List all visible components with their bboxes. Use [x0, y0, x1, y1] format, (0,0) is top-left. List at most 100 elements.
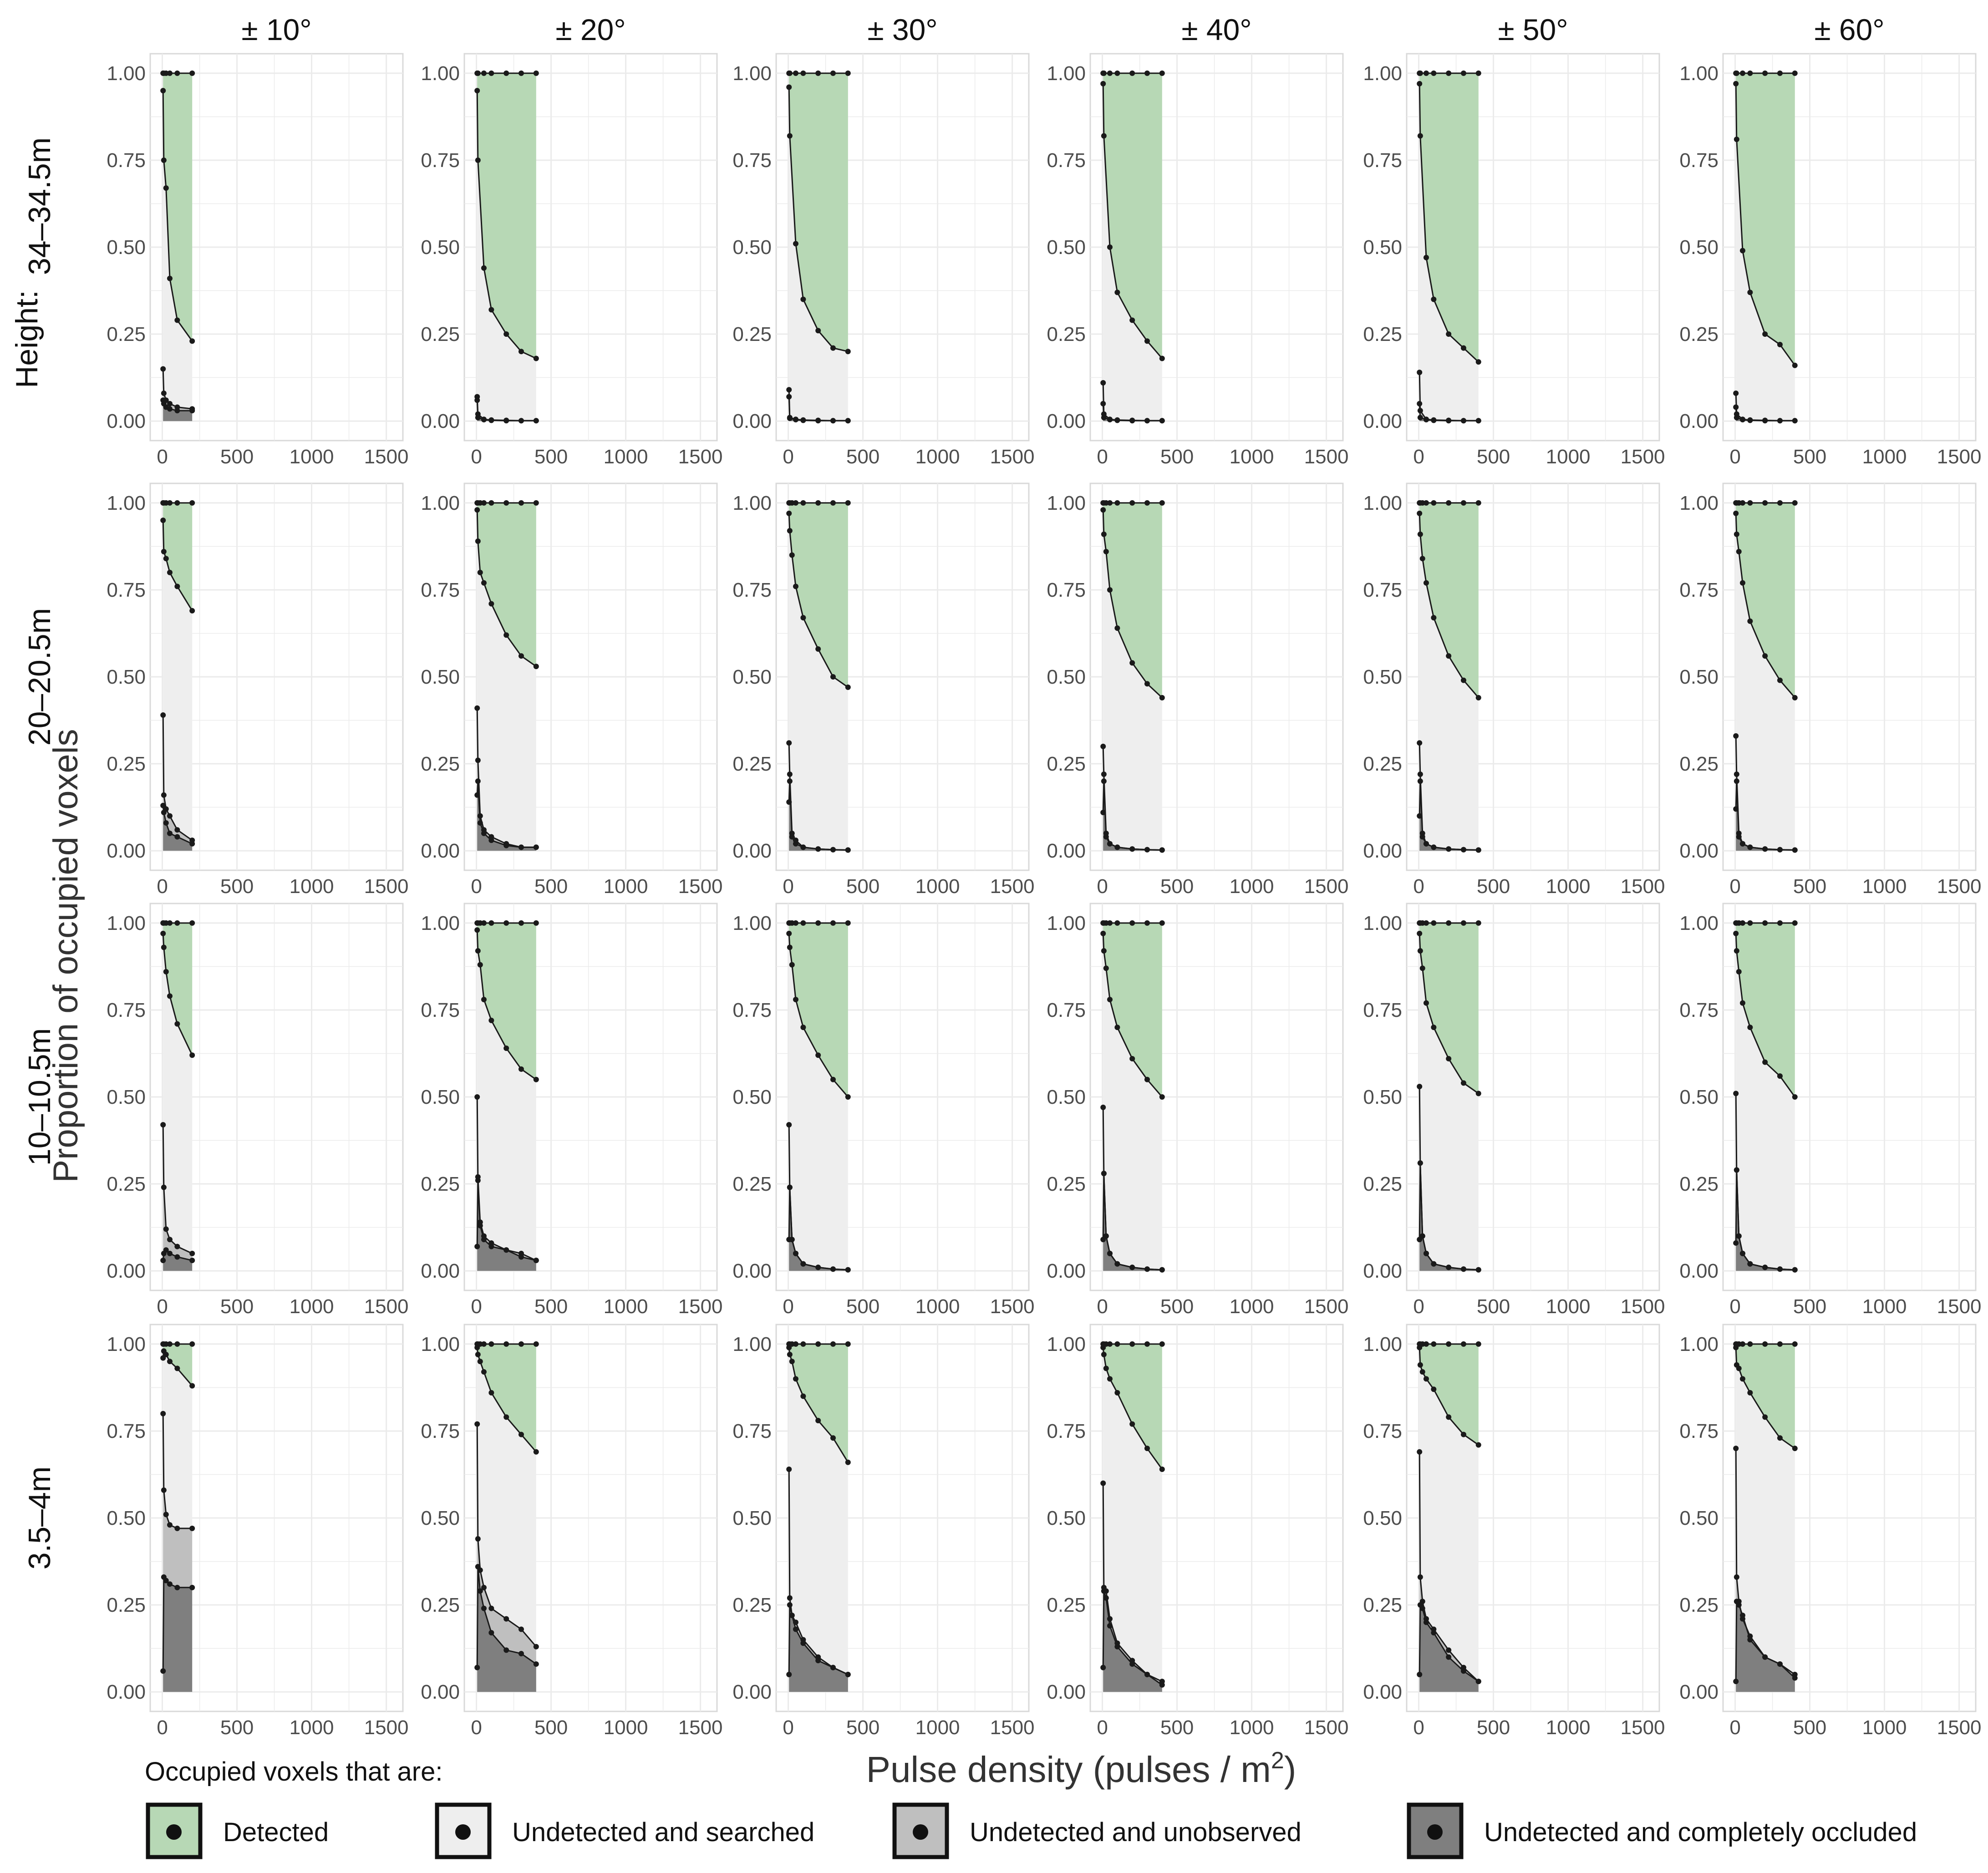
data-point	[1792, 1446, 1798, 1452]
data-point	[167, 1581, 173, 1587]
data-point	[160, 518, 166, 523]
data-point	[481, 1584, 487, 1590]
data-point	[1107, 1376, 1113, 1382]
data-point	[1475, 1442, 1481, 1448]
y-tick-label: 0.25	[107, 323, 146, 345]
data-point	[845, 70, 851, 76]
data-point	[786, 387, 792, 393]
data-point	[1460, 345, 1466, 351]
data-point	[163, 185, 169, 191]
y-tick-label: 0.00	[107, 840, 146, 862]
area-detected	[477, 73, 536, 359]
data-point	[789, 1237, 795, 1243]
area-detected	[789, 503, 848, 687]
area-occluded	[477, 1567, 536, 1692]
data-point	[1419, 1233, 1425, 1239]
data-point	[174, 827, 180, 833]
data-point	[1733, 390, 1739, 396]
area-searched	[1736, 933, 1795, 1270]
data-point	[488, 1390, 494, 1396]
data-point	[1114, 1644, 1120, 1650]
x-tick-label: 0	[471, 1716, 482, 1739]
area-detected	[1419, 503, 1479, 698]
data-point	[1733, 1345, 1739, 1350]
data-point	[503, 920, 509, 926]
legend-swatch	[892, 1802, 949, 1859]
data-point	[1733, 1240, 1739, 1246]
data-point	[793, 584, 798, 589]
data-point	[1101, 1171, 1107, 1177]
data-point	[167, 1250, 173, 1256]
data-point	[815, 500, 821, 506]
x-tick-label: 1500	[1937, 1716, 1982, 1739]
data-point	[481, 920, 487, 926]
data-point	[1114, 289, 1120, 295]
data-point	[800, 1025, 806, 1030]
panel: 0.00 0.25 0.50 0.75 1.00 0 500 1000 1500	[732, 903, 1035, 1318]
area-detected	[789, 923, 848, 1097]
data-point	[1792, 1267, 1798, 1273]
data-point	[1747, 920, 1753, 926]
data-point	[786, 1671, 792, 1677]
y-tick-label: 0.25	[1047, 323, 1086, 345]
x-tick-label: 0	[1729, 875, 1740, 898]
x-tick-label: 1000	[915, 875, 960, 898]
y-tick-label: 0.50	[421, 666, 460, 688]
data-point	[1103, 834, 1109, 840]
data-point	[167, 569, 173, 575]
data-point	[474, 792, 480, 798]
data-point	[475, 1178, 481, 1183]
data-point	[830, 500, 836, 506]
data-point	[845, 349, 851, 355]
y-tick-label: 0.50	[1363, 1507, 1402, 1529]
data-point	[1419, 500, 1425, 506]
data-point	[1417, 1362, 1423, 1368]
data-point	[830, 674, 836, 680]
x-tick-label: 1500	[1937, 1295, 1982, 1318]
data-point	[1159, 355, 1165, 361]
data-point	[1107, 1623, 1113, 1629]
y-tick-label: 0.50	[421, 236, 460, 259]
data-point	[1736, 834, 1742, 840]
data-point	[1107, 587, 1113, 593]
data-point	[1460, 1341, 1466, 1347]
data-point	[1103, 1365, 1109, 1371]
data-point	[1101, 771, 1107, 777]
data-point	[1460, 1266, 1466, 1272]
area-detected	[1419, 73, 1479, 362]
legend-item: Undetected and searched	[435, 1802, 814, 1859]
data-point	[1107, 417, 1113, 423]
x-tick-label: 1500	[1937, 446, 1982, 468]
data-point	[189, 841, 195, 847]
y-tick-label: 1.00	[107, 1333, 146, 1355]
data-point	[1734, 778, 1739, 784]
data-point	[533, 664, 539, 670]
panel: 0.00 0.25 0.50 0.75 1.00 0 500 1000 1500	[107, 1324, 409, 1739]
data-point	[503, 70, 509, 76]
data-point	[1423, 580, 1429, 586]
data-point	[1103, 1595, 1109, 1601]
y-tick-label: 0.75	[1047, 1420, 1086, 1442]
data-point	[800, 920, 806, 926]
data-point	[1739, 1376, 1745, 1382]
x-tick-label: 0	[157, 1295, 168, 1318]
x-tick-label: 1000	[1546, 875, 1591, 898]
data-point	[1417, 771, 1423, 777]
data-point	[488, 70, 494, 76]
panel: 0.00 0.25 0.50 0.75 1.00 0 500 1000 1500	[1679, 482, 1982, 898]
data-point	[161, 1487, 167, 1493]
y-tick-label: 0.00	[107, 410, 146, 432]
data-point	[475, 778, 481, 784]
data-point	[1417, 1160, 1423, 1166]
data-point	[518, 418, 524, 424]
x-tick-label: 1000	[1230, 446, 1274, 468]
y-tick-label: 0.00	[107, 1681, 146, 1703]
data-point	[1417, 370, 1423, 376]
x-tick-label: 1500	[1937, 875, 1982, 898]
x-tick-label: 1500	[1304, 875, 1349, 898]
area-occluded	[1736, 1601, 1795, 1692]
data-point	[160, 88, 166, 94]
x-tick-label: 1500	[1621, 875, 1665, 898]
data-point	[1417, 415, 1423, 421]
data-point	[161, 157, 167, 163]
